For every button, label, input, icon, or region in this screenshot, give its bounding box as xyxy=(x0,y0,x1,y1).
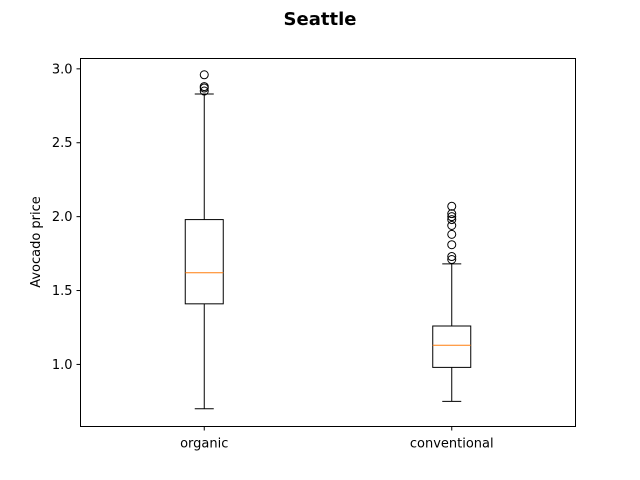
box-group-organic xyxy=(184,70,224,410)
outlier-point xyxy=(199,70,209,80)
outlier-point xyxy=(447,215,457,225)
iqr-box xyxy=(432,325,472,368)
y-tick-label: 3.0 xyxy=(52,62,73,77)
plot-area: 1.0 1.5 2.0 2.5 3.0 organic conventional xyxy=(52,62,494,451)
outlier-point xyxy=(447,201,457,211)
y-tick-label: 2.0 xyxy=(52,210,73,225)
outlier-point xyxy=(447,229,457,239)
x-tick-label-conventional: conventional xyxy=(410,437,494,452)
outlier-point xyxy=(447,252,457,262)
y-axis-label: Avocado price xyxy=(29,196,44,288)
iqr-box xyxy=(184,219,224,305)
outlier-point xyxy=(447,221,457,231)
outlier-point xyxy=(199,82,209,92)
box-group-conventional xyxy=(432,201,472,402)
axes-frame xyxy=(80,58,576,427)
y-tick-label: 1.0 xyxy=(52,358,73,373)
chart-title: Seattle xyxy=(284,9,357,30)
outlier-point xyxy=(447,209,457,219)
outlier-point xyxy=(199,86,209,96)
y-tick-label: 2.5 xyxy=(52,136,73,151)
outlier-point xyxy=(447,212,457,222)
outlier-point xyxy=(447,240,457,250)
y-tick-label: 1.5 xyxy=(52,284,73,299)
x-tick-label-organic: organic xyxy=(180,437,228,452)
outlier-point xyxy=(447,254,457,264)
